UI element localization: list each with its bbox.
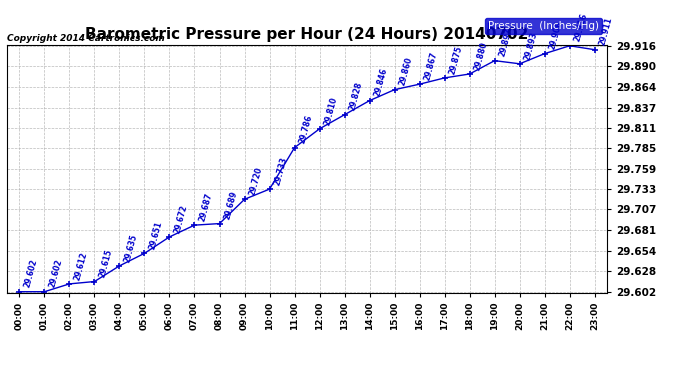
Text: 29.651: 29.651: [147, 220, 164, 251]
Text: 29.687: 29.687: [197, 192, 214, 222]
Text: 29.916: 29.916: [573, 12, 589, 43]
Text: 29.880: 29.880: [473, 40, 489, 71]
Text: 29.602: 29.602: [22, 258, 39, 289]
Text: 29.860: 29.860: [397, 56, 413, 87]
Text: 29.672: 29.672: [172, 204, 188, 234]
Text: 29.846: 29.846: [373, 67, 388, 98]
Text: 29.602: 29.602: [47, 258, 63, 289]
Text: 29.615: 29.615: [97, 248, 113, 279]
Text: 29.612: 29.612: [72, 251, 88, 281]
Text: 29.720: 29.720: [247, 166, 264, 196]
Text: 29.897: 29.897: [497, 27, 514, 58]
Text: 29.733: 29.733: [273, 156, 288, 186]
Text: 29.828: 29.828: [347, 81, 364, 112]
Text: 29.867: 29.867: [422, 51, 439, 81]
Text: 29.810: 29.810: [322, 96, 339, 126]
Title: Barometric Pressure per Hour (24 Hours) 20140702: Barometric Pressure per Hour (24 Hours) …: [86, 27, 529, 42]
Text: 29.911: 29.911: [598, 16, 613, 47]
Text: 29.635: 29.635: [122, 233, 139, 263]
Text: 29.875: 29.875: [447, 45, 464, 75]
Text: 29.689: 29.689: [222, 190, 239, 221]
Text: Copyright 2014 Cartronics.com: Copyright 2014 Cartronics.com: [7, 33, 165, 42]
Text: 29.893: 29.893: [522, 30, 539, 61]
Text: 29.906: 29.906: [547, 20, 564, 51]
Legend: Pressure  (Inches/Hg): Pressure (Inches/Hg): [485, 18, 602, 34]
Text: 29.786: 29.786: [297, 114, 314, 145]
